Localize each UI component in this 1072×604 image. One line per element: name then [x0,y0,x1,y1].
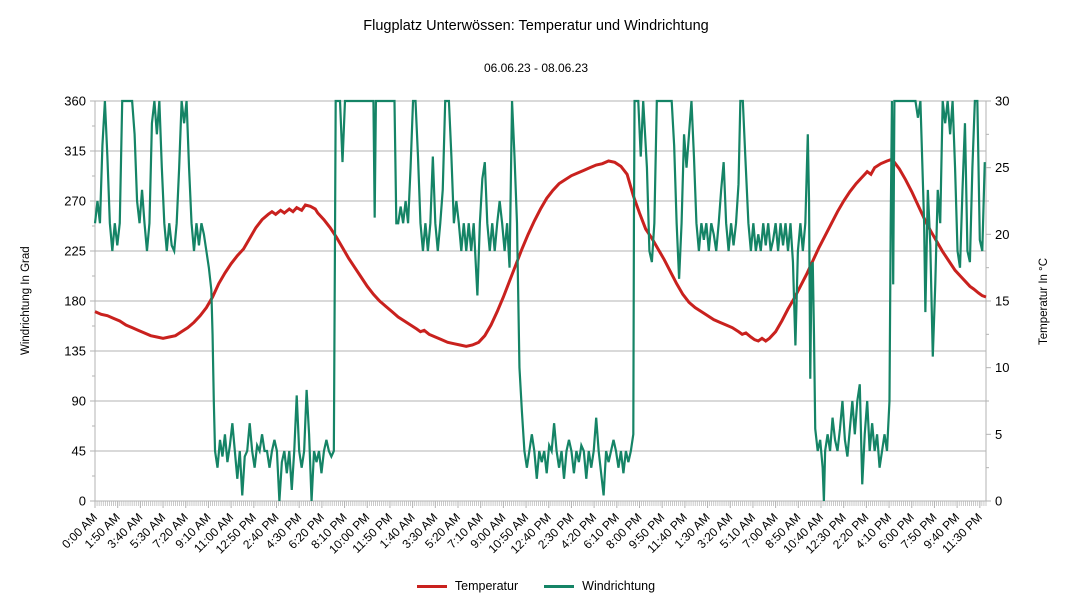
chart-legend: Temperatur Windrichtung [0,579,1072,593]
right-axis-tick-label: 15 [995,294,1009,309]
windrichtung-line-marker [544,584,575,588]
right-axis-tick-label: 0 [995,494,1002,509]
legend-label-windrichtung: Windrichtung [582,579,656,593]
left-axis-tick-label: 90 [72,394,86,409]
chart-title: Flugplatz Unterwössen: Temperatur und Wi… [363,18,709,34]
windrichtung-series-line [93,99,986,502]
x-axis-minor-ticks [94,501,987,506]
legend-label-temperatur: Temperatur [454,579,519,593]
left-axis-tick-label: 135 [64,344,86,359]
right-axis-tick-label: 5 [995,427,1002,442]
left-axis-tick-label: 315 [64,144,86,159]
left-axis-tick-label: 180 [64,294,86,309]
chart-subtitle: 06.06.23 - 08.06.23 [483,61,589,75]
left-axis-tick-label: 225 [64,244,86,259]
left-axis-tick-label: 0 [79,494,86,509]
right-axis-tick-label: 25 [995,160,1009,175]
left-axis-tick-label: 270 [64,194,86,209]
temperatur-line-marker [416,584,447,588]
right-axis-tick-label: 30 [995,94,1009,109]
right-axis-tick-label: 20 [995,227,1009,242]
right-axis-tick-label: 10 [995,360,1009,375]
legend-item-temperatur: Temperatur [416,579,519,593]
left-axis-tick-label: 45 [72,444,86,459]
legend-item-windrichtung: Windrichtung [544,579,655,593]
left-axis-tick-label: 360 [64,94,86,109]
temperatur-series-line [94,157,987,348]
